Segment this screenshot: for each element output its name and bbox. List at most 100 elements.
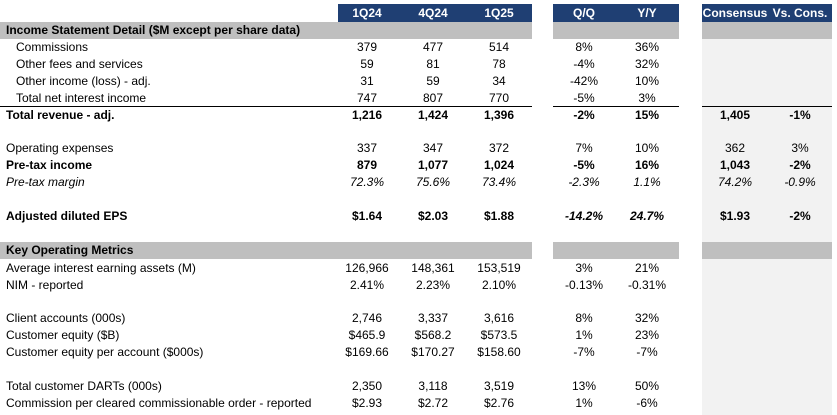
metrics-section-bar: [0, 242, 532, 259]
row-label: NIM - reported: [6, 278, 84, 292]
cell-4q24: $568.2: [414, 328, 452, 342]
cell-1q24: 126,966: [345, 261, 389, 275]
table-row-eps: Adjusted diluted EPS $1.64 $2.03 $1.88 -…: [0, 208, 837, 225]
cell-yy: 32%: [634, 57, 660, 71]
income-section-bar: [0, 22, 532, 39]
cell-1q24: 747: [356, 91, 378, 105]
header-bar-growth: [553, 4, 679, 22]
table-row: Client accounts (000s) 2,746 3,337 3,616…: [0, 310, 837, 327]
table-row: Commission per cleared commissionable or…: [0, 395, 837, 412]
cell-4q24: 2.23%: [415, 278, 451, 292]
cell-1q24: 72.3%: [349, 175, 385, 189]
cell-1q24: 1,216: [351, 108, 383, 122]
cell-1q24: 379: [356, 40, 378, 54]
cell-yy: 1.1%: [633, 175, 661, 189]
total-rule-cons: [702, 106, 832, 107]
cell-qq: -7%: [573, 345, 595, 359]
cell-qq: -5%: [573, 158, 595, 172]
cell-1q25: 78: [492, 57, 506, 71]
cell-1q25: 34: [492, 74, 506, 88]
cell-qq: -0.13%: [564, 278, 604, 292]
row-label: Total net interest income: [16, 91, 147, 105]
income-section-bar-growth: [553, 22, 679, 39]
cell-1q25: 1,396: [483, 108, 515, 122]
cell-1q25: 770: [488, 91, 510, 105]
row-label: Pre-tax margin: [6, 175, 85, 189]
row-label: Client accounts (000s): [6, 311, 126, 325]
income-section-bar-cons: [702, 22, 832, 39]
cell-1q25: $573.5: [480, 328, 518, 342]
table-row: Other income (loss) - adj. 31 59 34 -42%…: [0, 73, 837, 90]
cell-1q24: 2,350: [351, 379, 383, 393]
row-label: Customer equity per account ($000s): [6, 345, 204, 359]
cell-4q24: 3,337: [417, 311, 449, 325]
cell-1q25: 73.4%: [481, 175, 517, 189]
metrics-section-bar-growth: [553, 242, 679, 259]
table-row: Total customer DARTs (000s) 2,350 3,118 …: [0, 378, 837, 395]
cell-yy: 24.7%: [629, 209, 665, 223]
row-label: Pre-tax income: [6, 158, 93, 172]
cell-4q24: 59: [426, 74, 440, 88]
table-row: Average interest earning assets (M) 126,…: [0, 260, 837, 277]
cell-1q24: 59: [360, 57, 374, 71]
table-row: Customer equity per account ($000s) $169…: [0, 344, 837, 361]
cell-4q24: 3,118: [418, 379, 448, 393]
income-section-title-row: Income Statement Detail ($M except per s…: [0, 22, 837, 39]
table-row: Total net interest income 747 807 770 -5…: [0, 90, 837, 107]
table-row-pretax-income: Pre-tax income 879 1,077 1,024 -5% 16% 1…: [0, 157, 837, 174]
cell-qq: -4%: [573, 57, 595, 71]
cell-consensus: $1.93: [719, 209, 751, 223]
table-row-pretax-margin: Pre-tax margin 72.3% 75.6% 73.4% -2.3% 1…: [0, 174, 837, 191]
cell-yy: 23%: [634, 328, 660, 342]
cell-yy: 15%: [634, 108, 660, 122]
cell-4q24: $2.72: [417, 396, 449, 410]
total-rule-growth: [553, 106, 679, 107]
cell-1q25: $2.76: [483, 396, 515, 410]
cell-1q25: 372: [488, 141, 510, 155]
col-header-qq: Q/Q: [572, 6, 595, 20]
cell-qq: 8%: [575, 311, 593, 325]
cell-1q25: 2.10%: [481, 278, 517, 292]
cell-consensus: 362: [724, 141, 746, 155]
cell-yy: -6%: [636, 396, 658, 410]
cell-1q24: 337: [356, 141, 378, 155]
header-bar-main: [338, 4, 532, 22]
cell-yy: -7%: [636, 345, 658, 359]
cell-1q24: 879: [356, 158, 378, 172]
cell-consensus: 74.2%: [717, 175, 753, 189]
cell-qq: 8%: [575, 40, 593, 54]
cell-qq: -2.3%: [568, 175, 600, 189]
cell-1q24: $465.9: [348, 328, 386, 342]
cell-4q24: 75.6%: [415, 175, 451, 189]
cell-yy: 16%: [634, 158, 660, 172]
row-label: Commission per cleared commissionable or…: [6, 396, 312, 410]
row-label: Total revenue - adj.: [6, 108, 115, 122]
header-bar-consensus: [702, 4, 832, 22]
cell-1q24: 2.41%: [349, 278, 385, 292]
cell-4q24: 148,361: [411, 261, 455, 275]
row-label: Operating expenses: [6, 141, 114, 155]
cell-qq: -42%: [569, 74, 598, 88]
col-header-yy: Y/Y: [637, 6, 657, 20]
cell-1q25: 514: [488, 40, 510, 54]
row-label: Customer equity ($B): [6, 328, 120, 342]
row-label: Average interest earning assets (M): [6, 261, 196, 275]
metrics-section-bar-cons: [702, 242, 832, 259]
table-row: Customer equity ($B) $465.9 $568.2 $573.…: [0, 327, 837, 344]
cell-yy: 21%: [634, 261, 660, 275]
consensus-panel: [702, 22, 832, 415]
row-label: Commissions: [16, 40, 89, 54]
cell-1q25: 153,519: [477, 261, 521, 275]
cell-qq: 7%: [575, 141, 593, 155]
row-label: Adjusted diluted EPS: [6, 209, 128, 223]
metrics-section-title: Key Operating Metrics: [6, 243, 134, 257]
cell-4q24: $2.03: [417, 209, 449, 223]
cell-qq: 13%: [571, 379, 597, 393]
cell-1q24: $169.66: [345, 345, 389, 359]
cell-yy: 36%: [634, 40, 660, 54]
table-row: Commissions 379 477 514 8% 36%: [0, 39, 837, 56]
table-row: Operating expenses 337 347 372 7% 10% 36…: [0, 140, 837, 157]
row-label: Other income (loss) - adj.: [16, 74, 151, 88]
cell-1q24: $2.93: [351, 396, 383, 410]
cell-4q24: 81: [426, 57, 440, 71]
